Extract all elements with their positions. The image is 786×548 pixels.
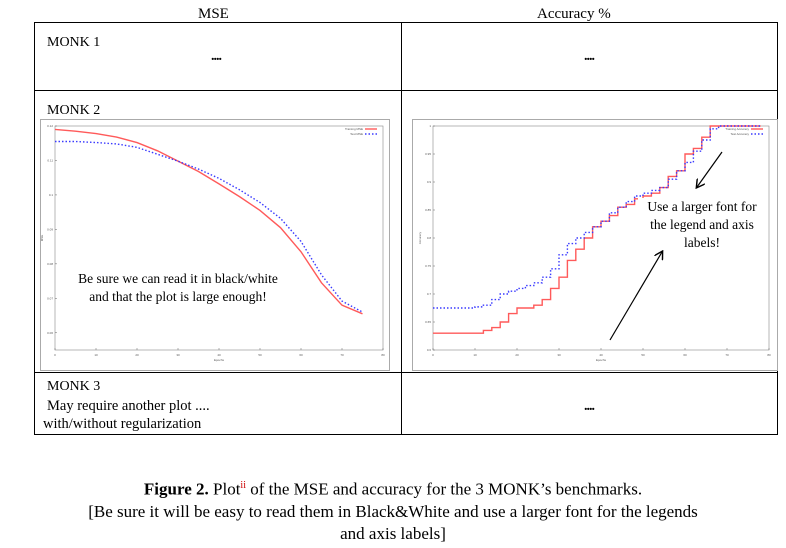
- accuracy-x-tick-label: 80: [767, 353, 771, 357]
- accuracy-y-tick-label: 0.95: [425, 152, 431, 156]
- accuracy-y-tick-label: 0.65: [425, 320, 431, 324]
- mse-note: Be sure we can read it in black/white an…: [72, 270, 284, 306]
- mse-legend-label-1: Test MSE: [350, 132, 363, 136]
- mse-y-tick-label: 0.11: [47, 158, 53, 162]
- monk1-mse-cell: MONK 1 ....: [34, 22, 402, 91]
- accuracy-x-tick-label: 20: [515, 353, 519, 357]
- mse-column-header: MSE: [198, 6, 229, 22]
- mse-x-tick-label: 30: [176, 353, 180, 357]
- accuracy-legend-label-0: Training Accuracy: [725, 127, 749, 131]
- mse-note-line1: Be sure we can read it in black/white: [78, 271, 278, 286]
- table-row-monk3: MONK 3 May require another plot .... wit…: [34, 372, 778, 435]
- mse-chart: 0 10 20 30 40 50 60 70 80 0.06 0.07 0.08 0.09 0.1 0.11…: [40, 124, 385, 362]
- accuracy-y-tick-label: 0.75: [425, 264, 431, 268]
- accuracy-y-tick-label: 1: [429, 124, 431, 128]
- accuracy-y-tick-label: 0.7: [427, 292, 432, 296]
- accuracy-note-line2: the legend and axis: [650, 217, 754, 232]
- mse-note-line2: and that the plot is large enough!: [89, 289, 267, 304]
- mse-x-tick-label: 60: [299, 353, 303, 357]
- monk1-label: MONK 1: [47, 35, 101, 50]
- accuracy-series-test-line: [433, 125, 761, 309]
- accuracy-y-axis-label: Accuracy: [418, 231, 422, 244]
- accuracy-x-tick-label: 70: [725, 353, 729, 357]
- mse-x-tick-label: 10: [94, 353, 98, 357]
- arrow-to-legend: [697, 151, 723, 187]
- accuracy-note-line1: Use a larger font for: [647, 199, 757, 214]
- monk3-note-line1: May require another plot ....: [47, 398, 210, 414]
- mse-x-tick-label: 20: [135, 353, 139, 357]
- mse-y-tick-label: 0.12: [47, 124, 53, 128]
- accuracy-x-tick-label: 60: [683, 353, 687, 357]
- monk3-label: MONK 3: [47, 379, 101, 394]
- mse-x-tick-label: 50: [258, 353, 262, 357]
- caption-figure-number: Figure 2.: [143, 479, 209, 499]
- caption-footnote-marker: ii: [240, 480, 246, 491]
- mse-series-training-line: [54, 128, 363, 315]
- mse-y-tick-label: 0.08: [47, 262, 53, 266]
- monk3-note-line2: with/without regularization: [43, 416, 202, 432]
- mse-x-tick-label: 40: [217, 353, 221, 357]
- monk3-mse-cell: MONK 3 May require another plot .... wit…: [34, 372, 402, 435]
- accuracy-column-header: Accuracy %: [537, 6, 611, 22]
- accuracy-note: Use a larger font for the legend and axi…: [638, 198, 766, 252]
- monk1-accuracy-placeholder: ....: [584, 49, 595, 64]
- mse-y-tick-label: 0.07: [47, 296, 53, 300]
- accuracy-x-tick-label: 40: [599, 353, 603, 357]
- accuracy-y-tick-label: 0.85: [425, 208, 431, 212]
- accuracy-x-tick-label: 0: [432, 353, 434, 357]
- accuracy-x-tick-label: 50: [641, 353, 645, 357]
- caption-text: of the MSE and accuracy for the 3 MONK’s…: [245, 479, 643, 499]
- monk3-accuracy-placeholder: ....: [584, 399, 595, 414]
- accuracy-chart: 0 10 20 30 40 50 60 70 80 0.6 0.65 0.7 0.75 0.8 0.85 0.…: [418, 124, 771, 362]
- table-row-monk1: MONK 1 .... ....: [34, 22, 778, 91]
- mse-y-tick-label: 0.06: [47, 331, 53, 335]
- mse-y-tick-label: 0.1: [49, 193, 54, 197]
- monk2-label: MONK 2: [47, 103, 101, 118]
- mse-x-tick-label: 80: [381, 353, 385, 357]
- caption-line1: Figure 2. Plotii of the MSE and accuracy…: [0, 475, 786, 501]
- figure-caption: Figure 2. Plotii of the MSE and accuracy…: [0, 475, 786, 545]
- mse-legend-label-0: Training MSE: [345, 127, 363, 131]
- caption-line3: and axis labels]: [340, 523, 446, 543]
- accuracy-y-tick-label: 0.9: [427, 180, 432, 184]
- caption-line2: [Be sure it will be easy to read them in…: [88, 501, 698, 521]
- accuracy-note-line3: labels!: [684, 235, 720, 250]
- mse-x-tick-label: 70: [340, 353, 344, 357]
- accuracy-x-tick-label: 30: [557, 353, 561, 357]
- arrow-to-axis: [609, 252, 662, 341]
- monk1-accuracy-cell: ....: [401, 22, 778, 91]
- mse-x-axis-label: Epochs: [214, 358, 225, 362]
- mse-series-test-line: [55, 140, 363, 313]
- caption-plot-word: Plot: [213, 479, 241, 499]
- monk3-accuracy-cell: ....: [401, 372, 778, 435]
- mse-y-axis-label: MSE: [41, 235, 44, 242]
- mse-chart-frame: 0 10 20 30 40 50 60 70 80 0.06 0.07 0.08 0.09 0.1 0.11…: [40, 119, 390, 371]
- accuracy-x-tick-label: 10: [473, 353, 477, 357]
- mse-x-tick-label: 0: [54, 353, 56, 357]
- accuracy-legend-label-1: Test Accuracy: [730, 132, 749, 136]
- accuracy-y-tick-label: 0.8: [427, 236, 432, 240]
- accuracy-x-axis-label: Epochs: [596, 358, 607, 362]
- monk1-mse-placeholder: ....: [211, 49, 222, 64]
- mse-y-tick-label: 0.09: [47, 227, 53, 231]
- accuracy-y-tick-label: 0.6: [427, 348, 432, 352]
